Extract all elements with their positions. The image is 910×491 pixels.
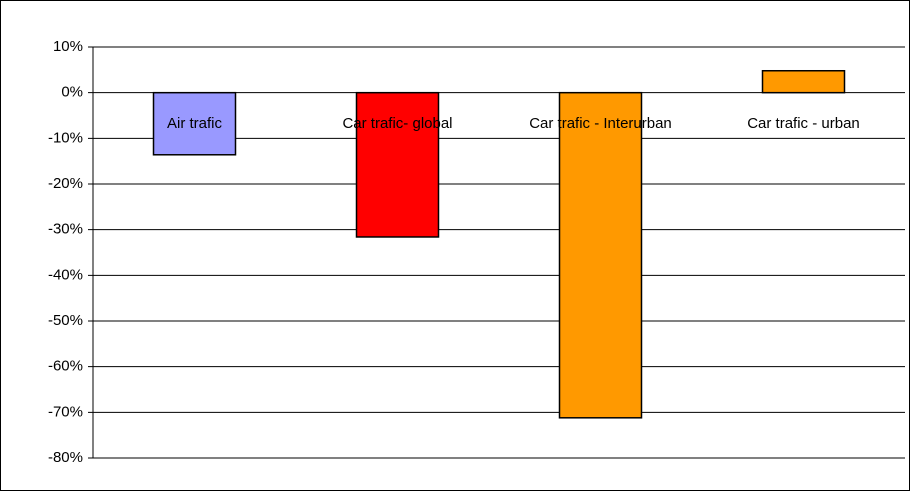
y-tick-label: -30% (48, 221, 83, 238)
x-tick-label-box: Car trafic - urban (747, 115, 860, 132)
x-tick-label-box: Car trafic - Interurban (529, 115, 672, 132)
x-tick-label: Car trafic- global (342, 115, 453, 132)
bar (152, 91, 237, 156)
x-tick-label: Air trafic (166, 115, 222, 132)
y-tick-label: -20% (48, 175, 83, 192)
y-tick-label: -40% (48, 266, 83, 283)
x-tick-label-box: Air trafic (166, 115, 222, 132)
x-tick-label: Car trafic - Interurban (529, 115, 672, 132)
bar (761, 69, 846, 94)
y-tick-label: 10% (53, 38, 83, 55)
y-tick-label: -70% (48, 403, 83, 420)
y-tick-label: 0% (61, 84, 83, 101)
x-tick-label: Car trafic - urban (747, 115, 860, 132)
bar (558, 91, 643, 419)
y-tick-label: -10% (48, 129, 83, 146)
x-tick-label-box: Car trafic- global (342, 115, 453, 132)
y-tick-label: -80% (48, 449, 83, 466)
y-tick-label: -50% (48, 312, 83, 329)
bar (355, 91, 440, 238)
y-tick-label: -60% (48, 358, 83, 375)
